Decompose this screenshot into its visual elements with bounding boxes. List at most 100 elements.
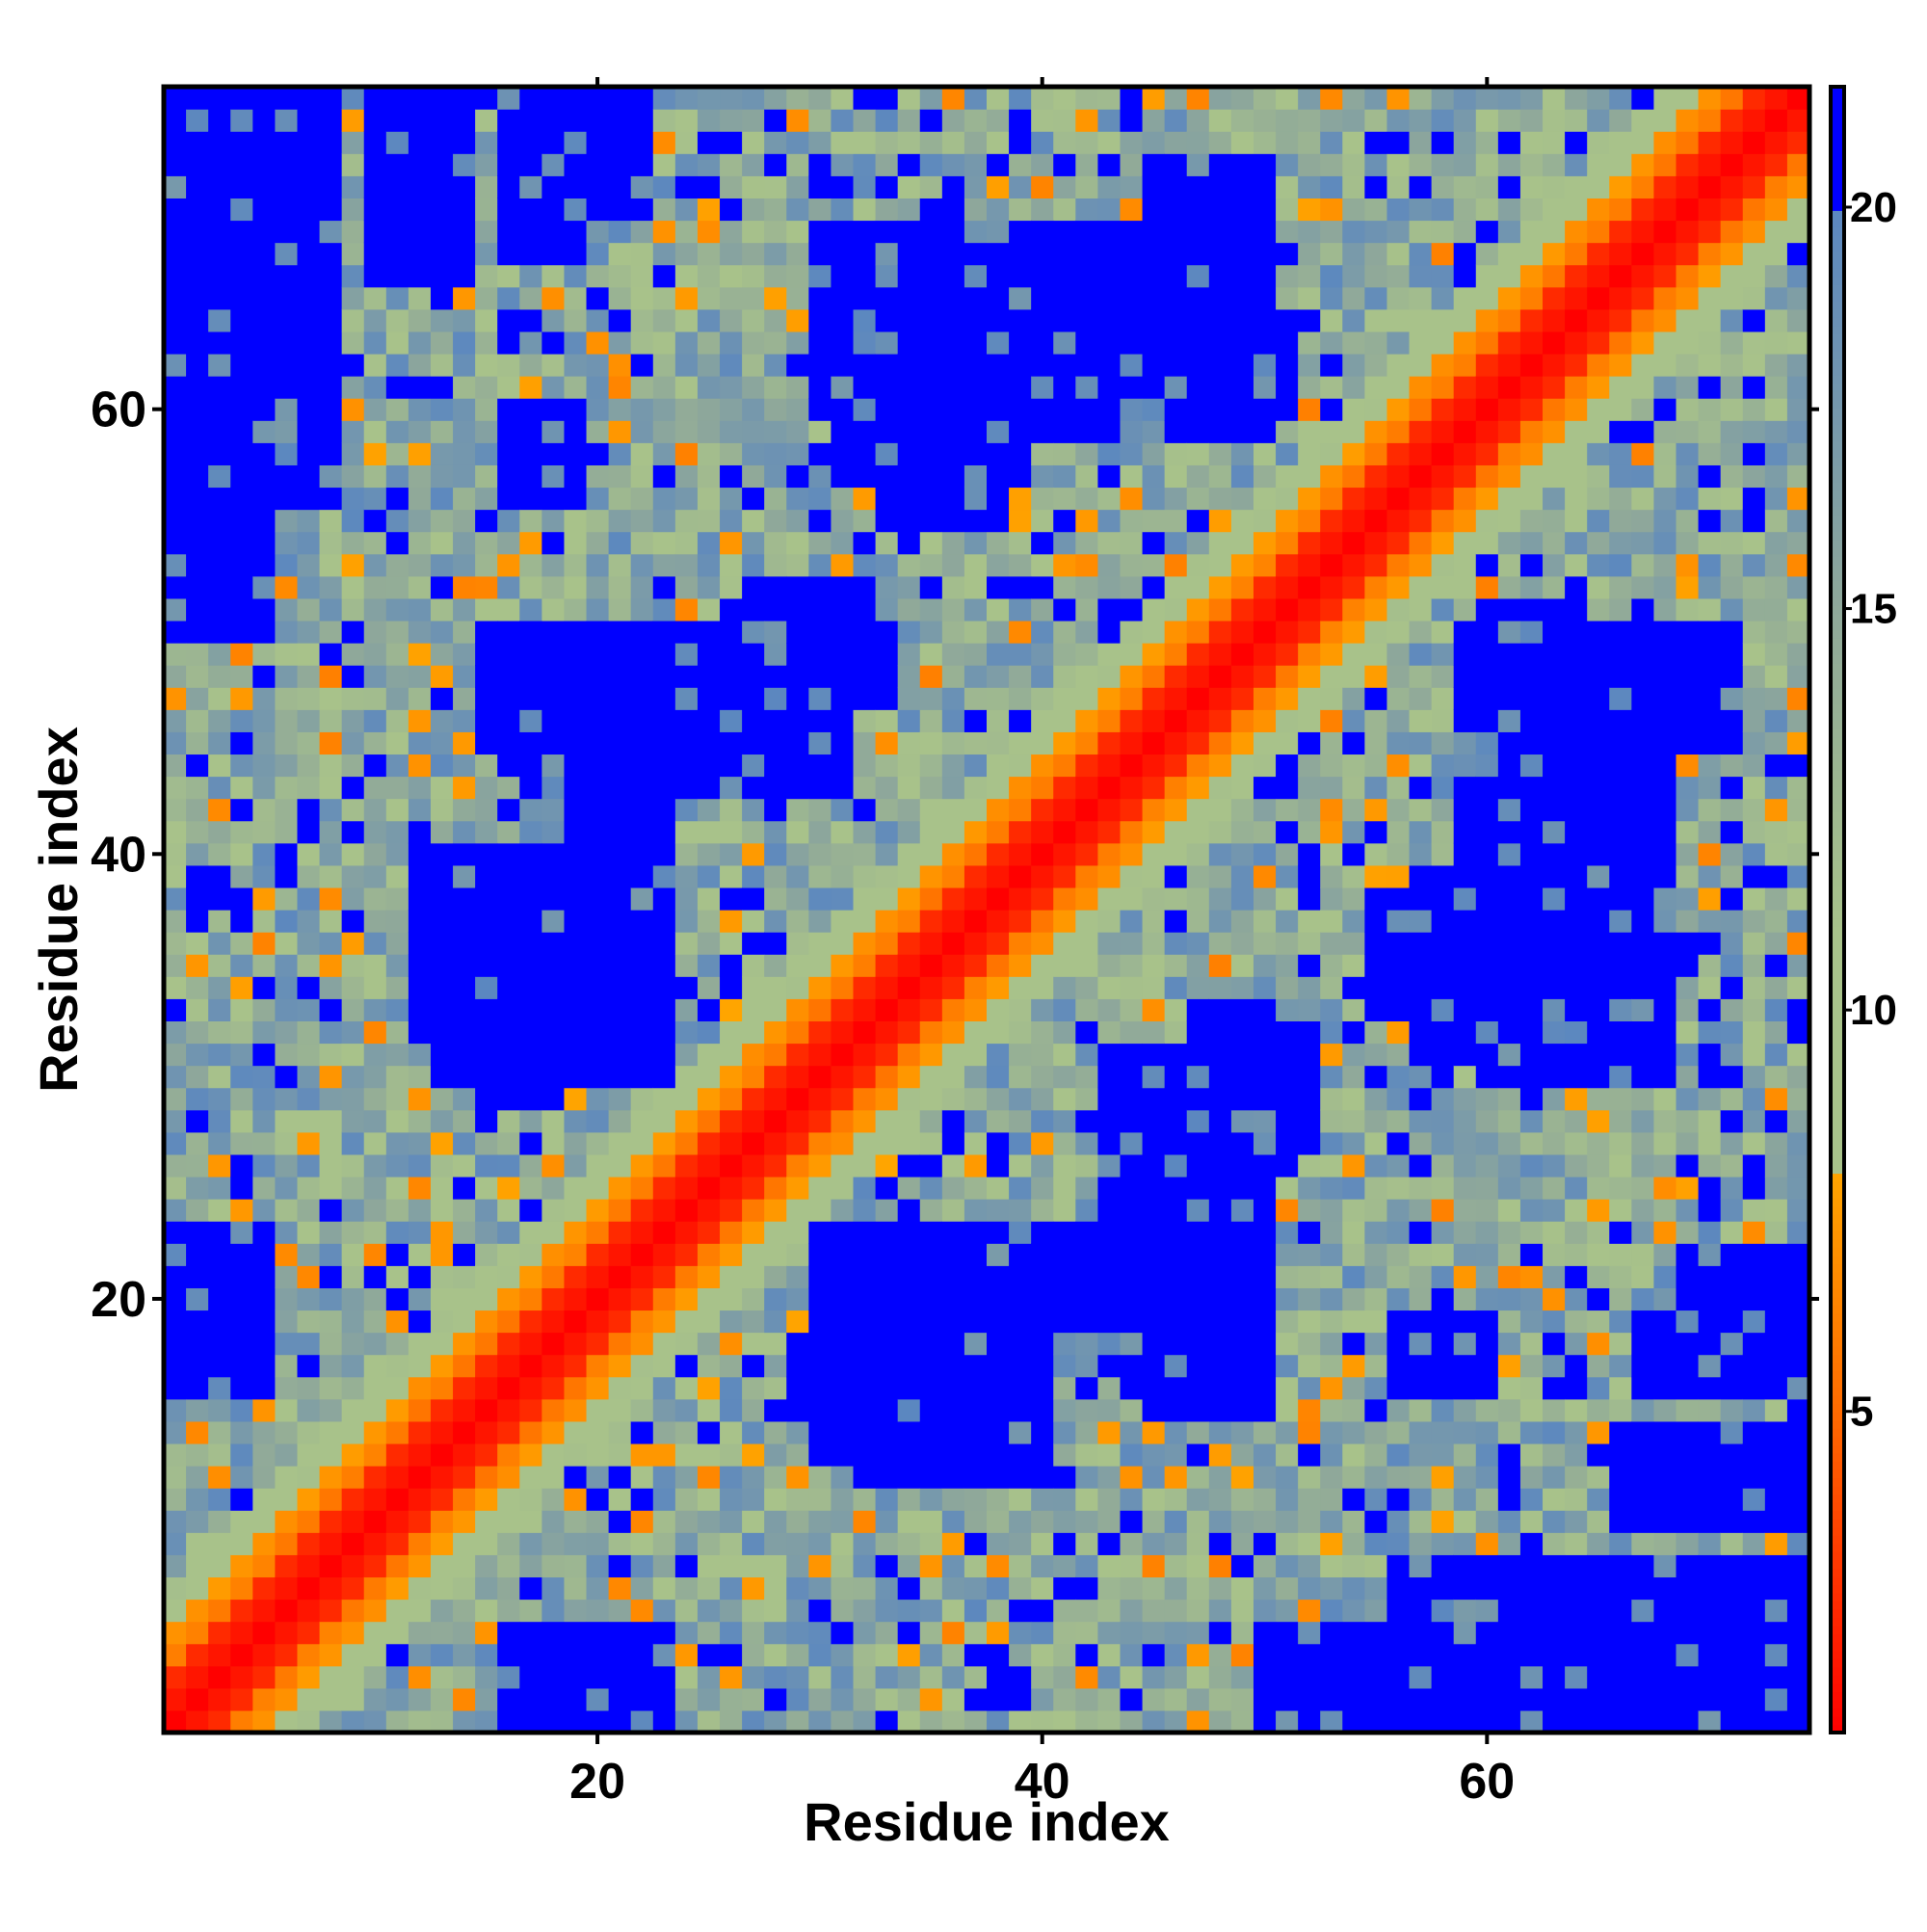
heatmap-cell bbox=[1609, 575, 1632, 599]
heatmap-cell bbox=[363, 1466, 387, 1489]
heatmap-cell bbox=[1075, 175, 1098, 198]
heatmap-cell bbox=[697, 1199, 721, 1222]
heatmap-cell bbox=[1142, 353, 1166, 377]
heatmap-cell bbox=[742, 242, 765, 266]
heatmap-cell bbox=[1208, 842, 1232, 866]
heatmap-cell bbox=[453, 1020, 476, 1045]
heatmap-cell bbox=[1142, 1554, 1166, 1578]
heatmap-cell bbox=[230, 1065, 253, 1089]
heatmap-cell bbox=[987, 1065, 1010, 1089]
heatmap-cell bbox=[1386, 1287, 1411, 1311]
heatmap-cell bbox=[1431, 308, 1455, 332]
heatmap-cell bbox=[208, 220, 231, 244]
heatmap-cell bbox=[230, 1087, 253, 1111]
heatmap-cell bbox=[764, 487, 787, 511]
heatmap-cell bbox=[919, 1442, 943, 1467]
heatmap-cell bbox=[541, 754, 566, 778]
heatmap-cell bbox=[875, 1287, 899, 1311]
heatmap-cell bbox=[608, 220, 632, 244]
heatmap-cell bbox=[697, 242, 721, 266]
heatmap-cell bbox=[941, 286, 965, 310]
heatmap-cell bbox=[1031, 687, 1054, 710]
heatmap-cell bbox=[453, 1554, 476, 1578]
heatmap-cell bbox=[1565, 1398, 1588, 1422]
heatmap-cell bbox=[1186, 998, 1210, 1021]
heatmap-cell bbox=[1320, 1176, 1343, 1200]
heatmap-cell bbox=[230, 509, 253, 533]
heatmap-cell bbox=[1587, 264, 1610, 288]
heatmap-cell bbox=[586, 1310, 610, 1334]
heatmap-cell bbox=[475, 864, 498, 888]
heatmap-cell bbox=[764, 420, 787, 443]
heatmap-cell bbox=[497, 620, 520, 644]
heatmap-cell bbox=[764, 376, 787, 399]
heatmap-cell bbox=[1631, 308, 1655, 332]
heatmap-cell bbox=[319, 1065, 343, 1089]
heatmap-cell bbox=[1031, 1687, 1054, 1711]
heatmap-cell bbox=[541, 1420, 566, 1444]
heatmap-cell bbox=[1075, 1109, 1098, 1133]
heatmap-cell bbox=[497, 331, 520, 355]
heatmap-cell bbox=[541, 1376, 566, 1400]
heatmap-cell bbox=[1409, 798, 1433, 822]
heatmap-cell bbox=[297, 153, 321, 176]
heatmap-cell bbox=[1587, 687, 1610, 710]
heatmap-cell bbox=[608, 1332, 632, 1356]
heatmap-cell bbox=[341, 1687, 365, 1711]
heatmap-cell bbox=[385, 1532, 409, 1555]
heatmap-cell bbox=[1431, 709, 1455, 732]
heatmap-cell bbox=[230, 131, 253, 154]
heatmap-cell bbox=[720, 665, 743, 688]
heatmap-cell bbox=[186, 597, 209, 622]
heatmap-cell bbox=[564, 709, 588, 732]
heatmap-cell bbox=[919, 509, 943, 533]
heatmap-cell bbox=[297, 109, 321, 132]
heatmap-cells bbox=[164, 87, 1810, 1734]
heatmap-cell bbox=[1320, 286, 1343, 310]
heatmap-cell bbox=[1431, 1243, 1455, 1266]
heatmap-cell bbox=[1186, 1020, 1210, 1045]
heatmap-cell bbox=[164, 620, 187, 644]
heatmap-cell bbox=[1075, 687, 1098, 710]
heatmap-cell bbox=[586, 1087, 610, 1111]
heatmap-cell bbox=[385, 1665, 409, 1689]
heatmap-cell bbox=[875, 687, 899, 710]
heatmap-cell bbox=[385, 464, 409, 489]
heatmap-cell bbox=[1565, 1020, 1588, 1045]
heatmap-cell bbox=[497, 887, 520, 911]
heatmap-cell bbox=[1142, 1442, 1166, 1467]
heatmap-cell bbox=[453, 887, 476, 911]
heatmap-cell bbox=[1230, 420, 1254, 443]
heatmap-cell bbox=[519, 842, 542, 866]
heatmap-cell bbox=[742, 331, 765, 355]
heatmap-cell bbox=[608, 353, 632, 377]
heatmap-cell bbox=[564, 954, 588, 977]
heatmap-cell bbox=[1186, 531, 1210, 555]
heatmap-cell bbox=[808, 1554, 832, 1578]
heatmap-cell bbox=[1497, 1332, 1521, 1356]
heatmap-cell bbox=[1631, 1709, 1655, 1734]
heatmap-cell bbox=[1364, 353, 1388, 377]
heatmap-cell bbox=[1320, 1488, 1343, 1511]
heatmap-cell bbox=[808, 1043, 832, 1067]
heatmap-cell bbox=[875, 531, 899, 555]
heatmap-cell bbox=[853, 1065, 877, 1089]
heatmap-cell bbox=[1298, 842, 1321, 866]
heatmap-cell bbox=[1097, 864, 1122, 888]
heatmap-cell bbox=[808, 109, 832, 132]
heatmap-cell bbox=[430, 531, 454, 555]
heatmap-cell bbox=[720, 308, 743, 332]
heatmap-cell bbox=[875, 1687, 899, 1711]
heatmap-cell bbox=[897, 864, 921, 888]
heatmap-cell bbox=[1208, 1131, 1232, 1155]
heatmap-cell bbox=[1164, 1466, 1188, 1489]
heatmap-cell bbox=[697, 131, 721, 154]
heatmap-cell bbox=[297, 286, 321, 310]
heatmap-cell bbox=[319, 1376, 343, 1400]
heatmap-cell bbox=[1320, 109, 1343, 132]
heatmap-cell bbox=[1031, 1087, 1054, 1111]
heatmap-cell bbox=[786, 531, 809, 555]
heatmap-cell bbox=[941, 1131, 965, 1155]
heatmap-cell bbox=[1053, 376, 1076, 399]
heatmap-cell bbox=[1565, 820, 1588, 844]
